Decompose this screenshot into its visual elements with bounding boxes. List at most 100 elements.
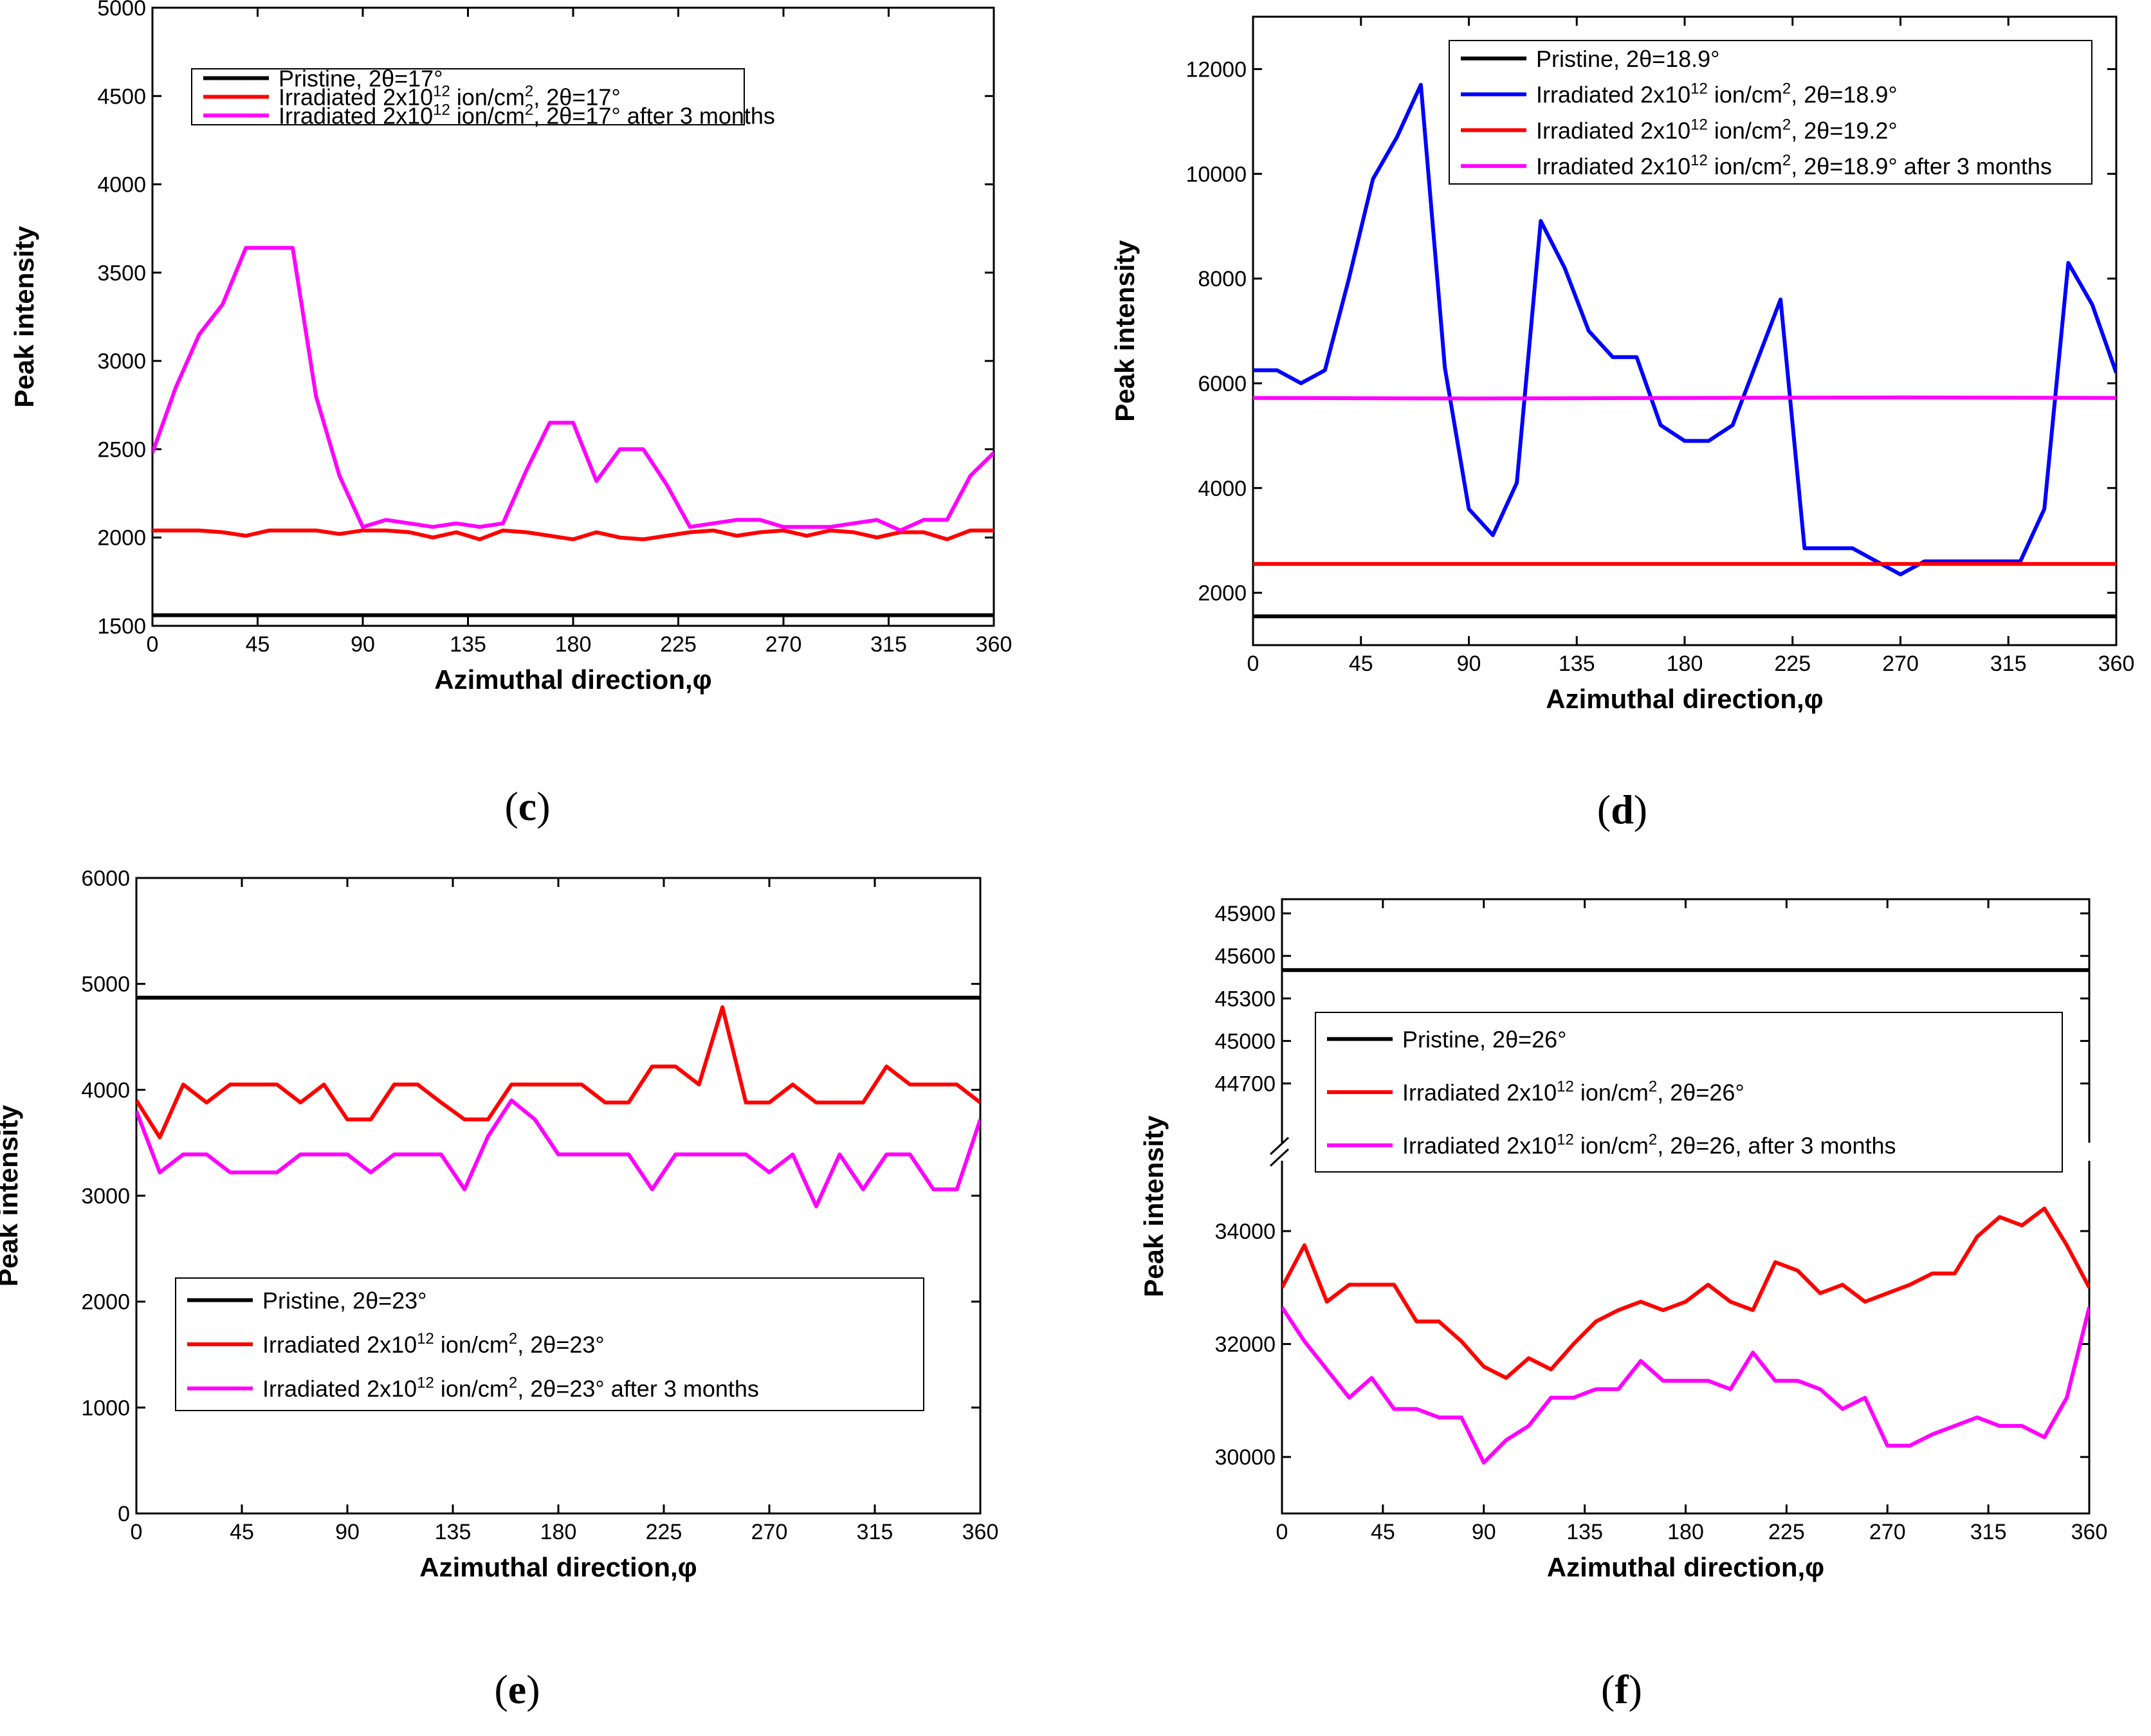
legend-label-part: , 2θ=17° [533, 84, 621, 111]
legend-label-part: ion/cm [1574, 1079, 1649, 1106]
x-tick-label: 135 [435, 1520, 471, 1544]
series-line-1 [136, 1005, 980, 1140]
panel-label: (f) [1601, 1667, 1642, 1712]
legend-label-part: 2 [1649, 1131, 1657, 1149]
panel-label-letter: c [518, 783, 536, 829]
y-tick-label: 2000 [81, 1290, 130, 1315]
series-line-1 [152, 528, 994, 542]
x-tick-label: 45 [1371, 1520, 1395, 1544]
x-tick-label: 225 [660, 632, 697, 657]
y-tick-label: 6000 [81, 866, 130, 891]
axis-break-mark [1269, 1137, 1290, 1155]
legend-label: Pristine, 2θ=17° [279, 66, 443, 92]
legend-label-part: 2 [1782, 80, 1791, 98]
legend-label-part: ion/cm [1708, 117, 1782, 143]
series-line-3 [1253, 395, 2116, 401]
legend-label: Irradiated 2x1012 ion/cm2, 2θ=19.2° [1536, 116, 1898, 143]
legend-label-part: Irradiated 2x10 [1402, 1079, 1557, 1106]
series-line-2 [152, 246, 994, 533]
x-tick-label: 270 [751, 1520, 788, 1544]
x-tick-label: 360 [962, 1520, 999, 1544]
legend-label-part: Pristine, 2θ=17° [279, 66, 443, 92]
legend-label: Irradiated 2x1012 ion/cm2, 2θ=17° after … [279, 102, 775, 129]
legend-label-part: ion/cm [1574, 1133, 1649, 1159]
y-tick-label: 32000 [1214, 1333, 1276, 1357]
legend-label-part: , 2θ=26, after 3 months [1657, 1133, 1896, 1159]
x-tick-label: 45 [246, 632, 270, 657]
x-tick-label: 0 [147, 632, 159, 657]
x-tick-label: 135 [450, 632, 486, 657]
legend-label-part: ion/cm [450, 103, 525, 129]
y-tick-label: 3500 [97, 261, 146, 286]
x-tick-label: 315 [870, 632, 907, 657]
series-line-2 [1282, 1306, 2089, 1465]
plot-frame [135, 877, 982, 1515]
panel-label-letter: f [1615, 1667, 1629, 1712]
legend-label-part: 12 [1690, 152, 1708, 169]
x-tick-label: 45 [1349, 652, 1373, 676]
legend-label-part: , 2θ=23° [517, 1331, 605, 1358]
legend-label-part: 12 [417, 1375, 434, 1392]
y-tick-label: 2500 [97, 437, 146, 462]
x-tick-label: 270 [1869, 1520, 1906, 1544]
legend-label-part: 2 [525, 83, 533, 100]
legend-label-part: ion/cm [434, 1331, 509, 1358]
legend-label: Irradiated 2x1012 ion/cm2, 2θ=23° after … [262, 1375, 759, 1402]
x-tick-label: 90 [335, 1520, 360, 1544]
x-tick-label: 90 [351, 632, 375, 657]
x-axis-title: Azimuthal direction,φ [1547, 1552, 1824, 1582]
y-tick-label: 4000 [81, 1078, 130, 1102]
panel-label-open: ( [504, 783, 518, 829]
panel-label: (d) [1597, 787, 1647, 832]
y-tick-label: 30000 [1214, 1445, 1276, 1470]
panel-e-chart: 0 45 90 135 180 225 270 315 360 0 1000 2000 3000 4000… [0, 866, 998, 1712]
y-axis-title: Peak intensity [0, 1104, 23, 1286]
x-tick-label: 360 [2098, 652, 2135, 676]
y-tick-label: 1500 [97, 614, 146, 639]
x-tick-label: 90 [1472, 1520, 1496, 1544]
legend-label-part: 12 [417, 1330, 434, 1348]
panel-label: (c) [504, 783, 550, 829]
x-tick-label: 360 [976, 632, 1012, 657]
x-axis-title: Azimuthal direction,φ [419, 1552, 697, 1582]
axis-break-mark [1269, 1148, 1290, 1167]
legend-label-part: Irradiated 2x10 [262, 1331, 417, 1358]
x-tick-label: 135 [1559, 652, 1595, 676]
y-tick-label: 45000 [1214, 1029, 1276, 1054]
y-tick-label: 3000 [81, 1184, 130, 1209]
series-line-2 [136, 1098, 980, 1209]
panel-label-close: ) [1629, 1667, 1642, 1712]
y-axis-title: Peak intensity [9, 226, 39, 408]
legend-label-part: , 2θ=19.2° [1791, 117, 1898, 143]
panel-label-close: ) [526, 1667, 540, 1712]
x-tick-label: 225 [1768, 1520, 1805, 1544]
x-tick-label: 315 [857, 1520, 893, 1544]
legend-label-part: 2 [1649, 1078, 1657, 1095]
y-tick-label: 3000 [97, 349, 146, 374]
y-tick-label: 10000 [1185, 162, 1247, 187]
legend-label: Irradiated 2x1012 ion/cm2, 2θ=26° [1402, 1078, 1744, 1106]
y-tick-label: 45300 [1214, 987, 1276, 1011]
legend-box [191, 68, 745, 125]
panel-label-open: ( [1601, 1667, 1615, 1712]
legend-label-part: , 2θ=17° after 3 months [533, 103, 775, 129]
x-tick-label: 0 [1276, 1520, 1288, 1544]
x-tick-label: 270 [765, 632, 802, 657]
panel-label-letter: e [508, 1667, 526, 1712]
legend-label: Pristine, 2θ=23° [262, 1287, 427, 1313]
x-tick-label: 360 [2071, 1520, 2108, 1544]
y-tick-label: 4000 [1198, 477, 1247, 501]
axis-break-gap-right [2085, 1142, 2093, 1161]
y-tick-label: 44700 [1214, 1072, 1276, 1096]
legend-label-part: Pristine, 2θ=26° [1402, 1026, 1567, 1052]
y-tick-label: 1000 [81, 1396, 130, 1420]
legend-label-part: 12 [1690, 80, 1708, 98]
legend-label-part: 2 [525, 102, 533, 119]
y-tick-label: 4000 [97, 173, 146, 197]
legend-label-part: Irradiated 2x10 [1536, 153, 1690, 179]
panel-d-chart: 0 45 90 135 180 225 270 315 360 2000 4000 6000 8000 1… [1110, 15, 2135, 832]
legend-label-part: ion/cm [450, 84, 525, 111]
legend-label-part: Pristine, 2θ=18.9° [1536, 46, 1720, 72]
x-tick-label: 90 [1457, 652, 1481, 676]
